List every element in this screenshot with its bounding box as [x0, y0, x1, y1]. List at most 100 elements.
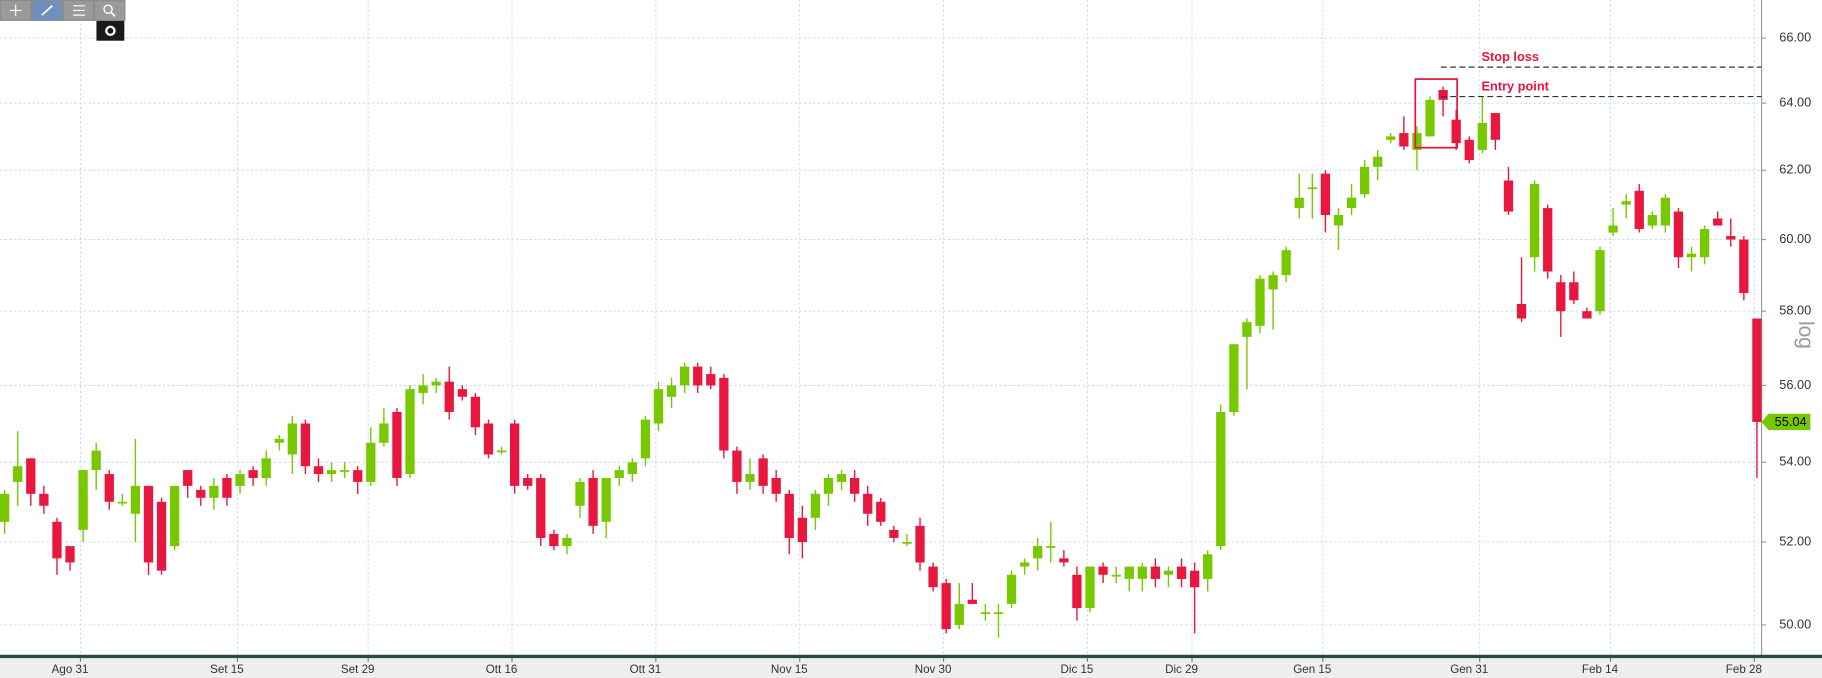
- candle-body: [588, 477, 598, 526]
- candle-body: [1477, 123, 1487, 150]
- toolbar-bg: [0, 0, 126, 21]
- candle-body: [509, 423, 520, 486]
- candle-body: [470, 396, 481, 428]
- candle-body: [117, 501, 127, 504]
- candle-body: [65, 546, 75, 563]
- candle-body: [1150, 566, 1161, 579]
- candle-body: [1359, 166, 1370, 195]
- candle-body: [431, 381, 441, 386]
- candle-body: [562, 537, 572, 547]
- candles-layer: [0, 86, 1762, 638]
- candle-body: [732, 450, 742, 482]
- candle-body: [13, 466, 23, 482]
- candle-body: [1216, 411, 1226, 547]
- candle-body: [1490, 113, 1501, 140]
- candle-body: [1529, 183, 1540, 258]
- y-tick-label: 52.00: [1779, 533, 1811, 548]
- settings-icon: [105, 25, 116, 37]
- candle-body: [1189, 570, 1200, 588]
- candle-body: [457, 389, 467, 397]
- grid-layer: [0, 0, 1762, 655]
- x-tick-label: Set 29: [341, 663, 375, 676]
- candle-body: [1176, 566, 1187, 579]
- x-tick-label: Gen 31: [1450, 663, 1488, 676]
- candle-body: [941, 583, 951, 630]
- candle-body: [863, 493, 873, 514]
- candle-body: [326, 470, 337, 475]
- scale-label: log: [1794, 321, 1817, 349]
- zoom-button[interactable]: [95, 1, 125, 20]
- y-tick-label: 50.00: [1779, 616, 1811, 631]
- candle-body: [614, 470, 624, 478]
- candle-body: [1425, 99, 1435, 137]
- x-tick-label: Feb 28: [1726, 663, 1762, 676]
- candle-body: [496, 450, 507, 453]
- candle-body: [405, 389, 415, 475]
- settings-button[interactable]: [96, 20, 125, 41]
- candle-body: [980, 612, 991, 615]
- candle-body: [1464, 139, 1474, 161]
- candle-body: [876, 501, 886, 522]
- candle-body: [261, 458, 271, 478]
- candle-body: [143, 485, 154, 563]
- candle-body: [601, 477, 611, 522]
- candle-body: [1033, 546, 1043, 559]
- candle-body: [78, 470, 88, 530]
- candle-body: [771, 477, 781, 494]
- crosshair-icon: [9, 4, 22, 17]
- zoom-icon-handle: [110, 11, 116, 17]
- candle-body: [784, 493, 794, 538]
- x-axis-panel: [0, 658, 1822, 678]
- candle-body: [1137, 566, 1147, 579]
- candle-body: [1333, 215, 1344, 226]
- x-tick-label: Ott 31: [630, 663, 662, 676]
- y-tick-label: 58.00: [1779, 303, 1811, 318]
- candle-body: [1111, 574, 1121, 577]
- candle-body: [1307, 187, 1317, 190]
- candle-body: [1229, 344, 1239, 412]
- candle-body: [274, 438, 284, 443]
- candle-body: [954, 603, 964, 625]
- candle-body: [1451, 119, 1461, 144]
- candle-body: [1281, 250, 1291, 276]
- candle-body: [1373, 156, 1383, 167]
- candle-body: [1699, 229, 1710, 258]
- candle-body: [1582, 311, 1592, 319]
- candle-body: [222, 477, 232, 498]
- candle-body: [536, 477, 546, 538]
- x-tick-label: Set 15: [210, 663, 244, 676]
- candle-body: [1268, 275, 1278, 290]
- candle-body: [1752, 318, 1762, 422]
- candle-body: [1019, 562, 1030, 567]
- candle-body: [1608, 225, 1618, 233]
- toolbar: [0, 0, 126, 41]
- y-tick-label: 60.00: [1779, 231, 1811, 246]
- y-tick-label: 66.00: [1779, 29, 1811, 44]
- candle-body: [1621, 201, 1631, 205]
- x-tick-label: Nov 30: [915, 663, 952, 676]
- candle-body: [196, 489, 206, 498]
- candle-body: [300, 423, 311, 467]
- x-tick-label: Dic 15: [1060, 663, 1093, 676]
- candle-body: [339, 470, 350, 472]
- candle-body: [1543, 208, 1553, 272]
- y-tick-label: 54.00: [1779, 454, 1811, 469]
- candle-body: [1124, 566, 1134, 579]
- candle-body: [1438, 89, 1448, 100]
- candle-body: [26, 458, 36, 494]
- candle-body: [640, 419, 651, 459]
- candle-body: [353, 470, 363, 482]
- candle-body: [1320, 173, 1331, 216]
- candle-body: [1346, 197, 1357, 209]
- candle-body: [235, 474, 245, 486]
- x-tick-label: Ago 31: [52, 663, 89, 676]
- candle-body: [1163, 570, 1174, 575]
- candle-body: [1006, 574, 1017, 604]
- annotation-label: Stop loss: [1482, 49, 1539, 64]
- candle-body: [1242, 322, 1252, 337]
- draw-icon: [41, 5, 53, 16]
- candle-body: [1203, 554, 1213, 579]
- x-axis-band: [0, 654, 1822, 659]
